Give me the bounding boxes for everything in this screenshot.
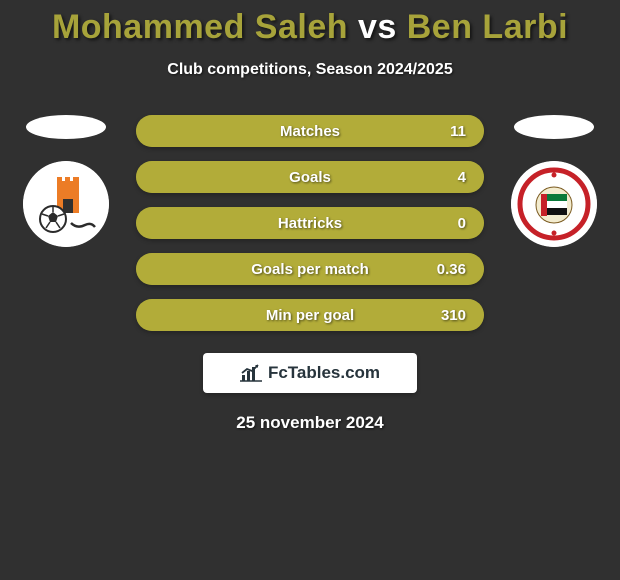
page-title: Mohammed Saleh vs Ben Larbi [0, 8, 620, 47]
stat-label: Goals per match [251, 261, 369, 278]
shabab-al-ahli-icon [511, 161, 597, 247]
subtitle: Club competitions, Season 2024/2025 [0, 61, 620, 79]
player2-photo-slot [514, 115, 594, 139]
stats-column: Matches 11 Goals 4 Hattricks 0 Goals per match… [136, 115, 484, 331]
stat-value-right: 0.36 [426, 261, 466, 278]
stat-label: Hattricks [278, 215, 342, 232]
stat-value-right: 4 [426, 169, 466, 186]
title-player2: Ben Larbi [407, 8, 568, 46]
comparison-row: Matches 11 Goals 4 Hattricks 0 Goals per match… [0, 115, 620, 331]
player2-club-badge [511, 161, 597, 247]
ajman-club-icon [23, 161, 109, 247]
player1-club-badge [23, 161, 109, 247]
chart-bars-icon [240, 363, 262, 383]
stat-label: Goals [289, 169, 331, 186]
stat-row: Min per goal 310 [136, 299, 484, 331]
title-player1: Mohammed Saleh [52, 8, 348, 46]
player1-photo-slot [26, 115, 106, 139]
stat-row: Hattricks 0 [136, 207, 484, 239]
stat-row: Goals per match 0.36 [136, 253, 484, 285]
stat-value-right: 0 [426, 215, 466, 232]
title-vs: vs [358, 8, 397, 46]
stat-row: Matches 11 [136, 115, 484, 147]
stat-label: Matches [280, 123, 340, 140]
right-player-col [504, 115, 604, 247]
brand-box[interactable]: FcTables.com [203, 353, 417, 393]
left-player-col [16, 115, 116, 247]
stat-row: Goals 4 [136, 161, 484, 193]
stat-value-right: 310 [426, 307, 466, 324]
stat-value-right: 11 [426, 123, 466, 140]
date-line: 25 november 2024 [0, 413, 620, 433]
brand-text: FcTables.com [268, 363, 380, 383]
stat-label: Min per goal [266, 307, 354, 324]
